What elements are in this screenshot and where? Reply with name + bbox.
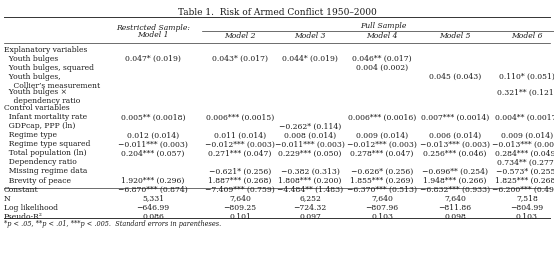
- Text: −0.696** (0.254): −0.696** (0.254): [422, 168, 488, 175]
- Text: 1.808*** (0.200): 1.808*** (0.200): [278, 176, 342, 185]
- Text: Missing regime data: Missing regime data: [4, 168, 88, 175]
- Text: 0.006*** (0.0015): 0.006*** (0.0015): [206, 113, 274, 121]
- Text: 7,640: 7,640: [229, 195, 251, 203]
- Text: Full Sample: Full Sample: [360, 22, 407, 30]
- Text: −646.99: −646.99: [136, 204, 170, 212]
- Text: 0.110* (0.051): 0.110* (0.051): [499, 73, 554, 80]
- Text: 0.005** (0.0018): 0.005** (0.0018): [121, 113, 185, 121]
- Text: 0.004 (0.002): 0.004 (0.002): [356, 64, 408, 72]
- Text: 1.887*** (0.268): 1.887*** (0.268): [208, 176, 271, 185]
- Text: Total population (ln): Total population (ln): [4, 149, 86, 158]
- Text: −0.011*** (0.003): −0.011*** (0.003): [118, 140, 188, 148]
- Text: 0.278*** (0.047): 0.278*** (0.047): [350, 149, 414, 158]
- Text: −0.573* (0.255): −0.573* (0.255): [496, 168, 554, 175]
- Text: 0.101: 0.101: [229, 213, 251, 221]
- Text: Model 4: Model 4: [366, 32, 398, 40]
- Text: −811.86: −811.86: [438, 204, 471, 212]
- Text: 0.045 (0.043): 0.045 (0.043): [429, 73, 481, 80]
- Text: −0.012*** (0.003): −0.012*** (0.003): [205, 140, 275, 148]
- Text: 0.004** (0.0017): 0.004** (0.0017): [495, 113, 554, 121]
- Text: Model 2: Model 2: [224, 32, 256, 40]
- Text: −6.370*** (0.513): −6.370*** (0.513): [347, 185, 417, 194]
- Text: 0.098: 0.098: [444, 213, 466, 221]
- Text: Model 3: Model 3: [294, 32, 326, 40]
- Text: −0.013*** (0.003): −0.013*** (0.003): [420, 140, 490, 148]
- Text: 5,331: 5,331: [142, 195, 164, 203]
- Text: Constant: Constant: [4, 185, 39, 194]
- Text: −0.626* (0.256): −0.626* (0.256): [351, 168, 413, 175]
- Text: dependency ratio: dependency ratio: [4, 98, 80, 105]
- Text: 1.920*** (0.296): 1.920*** (0.296): [121, 176, 184, 185]
- Text: N: N: [4, 195, 11, 203]
- Text: −7.409*** (0.759): −7.409*** (0.759): [205, 185, 275, 194]
- Text: 0.009 (0.014): 0.009 (0.014): [501, 132, 553, 139]
- Text: 7,518: 7,518: [516, 195, 538, 203]
- Text: 0.229*** (0.050): 0.229*** (0.050): [278, 149, 342, 158]
- Text: 0.204*** (0.057): 0.204*** (0.057): [121, 149, 184, 158]
- Text: 0.044* (0.019): 0.044* (0.019): [282, 54, 338, 63]
- Text: 1.948*** (0.266): 1.948*** (0.266): [423, 176, 486, 185]
- Text: Youth bulges, squared: Youth bulges, squared: [4, 64, 94, 72]
- Text: 0.046** (0.017): 0.046** (0.017): [352, 54, 412, 63]
- Text: Model 1: Model 1: [137, 31, 169, 39]
- Text: GDPcap, PPP (ln): GDPcap, PPP (ln): [4, 122, 75, 130]
- Text: 0.284*** (0.049): 0.284*** (0.049): [495, 149, 554, 158]
- Text: −6.870*** (0.874): −6.870*** (0.874): [118, 185, 188, 194]
- Text: Model 6: Model 6: [511, 32, 543, 40]
- Text: −724.32: −724.32: [294, 204, 327, 212]
- Text: Table 1.  Risk of Armed Conflict 1950–2000: Table 1. Risk of Armed Conflict 1950–200…: [178, 8, 376, 17]
- Text: −0.013*** (0.003): −0.013*** (0.003): [492, 140, 554, 148]
- Text: 0.007*** (0.0014): 0.007*** (0.0014): [421, 113, 489, 121]
- Text: Youth bulges ×: Youth bulges ×: [4, 88, 67, 97]
- Text: Regime type squared: Regime type squared: [4, 140, 90, 148]
- Text: Infant mortality rate: Infant mortality rate: [4, 113, 87, 121]
- Text: −0.621* (0.256): −0.621* (0.256): [209, 168, 271, 175]
- Text: 0.008 (0.014): 0.008 (0.014): [284, 132, 336, 139]
- Text: 0.047* (0.019): 0.047* (0.019): [125, 54, 181, 63]
- Text: 0.321** (0.121): 0.321** (0.121): [497, 88, 554, 97]
- Text: −6.200*** (0.499): −6.200*** (0.499): [492, 185, 554, 194]
- Text: 0.012 (0.014): 0.012 (0.014): [127, 132, 179, 139]
- Text: Model 5: Model 5: [439, 32, 471, 40]
- Text: −0.382 (0.313): −0.382 (0.313): [280, 168, 340, 175]
- Text: Log likelihood: Log likelihood: [4, 204, 58, 212]
- Text: Restricted Sample:: Restricted Sample:: [116, 24, 190, 32]
- Text: Regime type: Regime type: [4, 132, 57, 139]
- Text: Explanatory variables: Explanatory variables: [4, 45, 88, 53]
- Text: −0.012*** (0.003): −0.012*** (0.003): [347, 140, 417, 148]
- Text: 0.097: 0.097: [299, 213, 321, 221]
- Text: −4.484** (1.483): −4.484** (1.483): [277, 185, 343, 194]
- Text: *p < .05, **p < .01, ***p < .005.  Standard errors in parentheses.: *p < .05, **p < .01, ***p < .005. Standa…: [4, 220, 221, 228]
- Text: 0.006*** (0.0016): 0.006*** (0.0016): [348, 113, 416, 121]
- Text: 0.256*** (0.046): 0.256*** (0.046): [423, 149, 486, 158]
- Text: 0.011 (0.014): 0.011 (0.014): [214, 132, 266, 139]
- Text: Youth bulges,: Youth bulges,: [4, 73, 60, 80]
- Text: 0.103: 0.103: [516, 213, 538, 221]
- Text: 1.855*** (0.269): 1.855*** (0.269): [350, 176, 414, 185]
- Text: Youth bulges: Youth bulges: [4, 54, 58, 63]
- Text: −804.99: −804.99: [510, 204, 543, 212]
- Text: −0.011*** (0.003): −0.011*** (0.003): [275, 140, 345, 148]
- Text: 1.825*** (0.268): 1.825*** (0.268): [495, 176, 554, 185]
- Text: 6,252: 6,252: [299, 195, 321, 203]
- Text: Dependency ratio: Dependency ratio: [4, 158, 77, 166]
- Text: Control variables: Control variables: [4, 104, 70, 112]
- Text: Pseudo-R²: Pseudo-R²: [4, 213, 43, 221]
- Text: 0.086: 0.086: [142, 213, 164, 221]
- Text: 0.043* (0.017): 0.043* (0.017): [212, 54, 268, 63]
- Text: 0.734** (0.277): 0.734** (0.277): [497, 158, 554, 166]
- Text: −807.96: −807.96: [366, 204, 398, 212]
- Text: Brevity of peace: Brevity of peace: [4, 176, 71, 185]
- Text: 0.271*** (0.047): 0.271*** (0.047): [208, 149, 271, 158]
- Text: −809.25: −809.25: [223, 204, 257, 212]
- Text: Collier’s measurement: Collier’s measurement: [4, 82, 100, 90]
- Text: −0.262* (0.114): −0.262* (0.114): [279, 122, 341, 130]
- Text: 0.009 (0.014): 0.009 (0.014): [356, 132, 408, 139]
- Text: 7,640: 7,640: [371, 195, 393, 203]
- Text: 7,640: 7,640: [444, 195, 466, 203]
- Text: 0.006 (0.014): 0.006 (0.014): [429, 132, 481, 139]
- Text: 0.103: 0.103: [371, 213, 393, 221]
- Text: −6.832*** (0.933): −6.832*** (0.933): [420, 185, 490, 194]
